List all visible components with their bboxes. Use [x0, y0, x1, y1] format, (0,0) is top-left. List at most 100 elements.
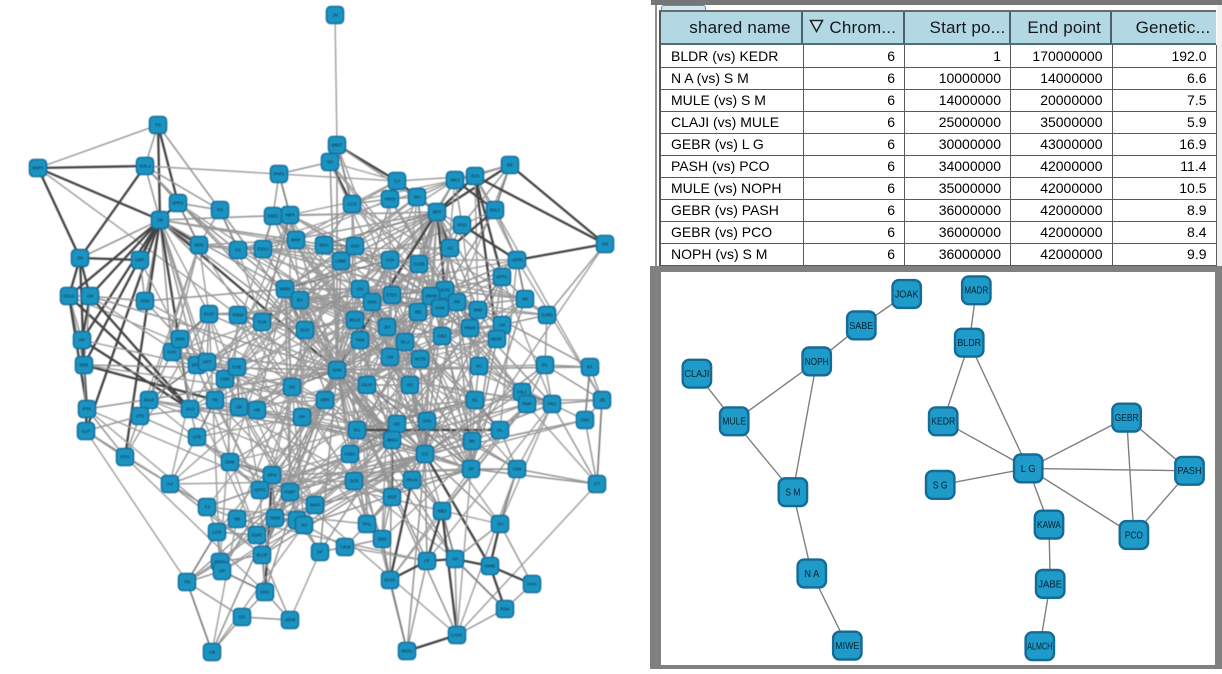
svg-text:LAUC: LAUC	[452, 633, 463, 638]
svg-text:CLAJI: CLAJI	[684, 369, 709, 380]
svg-text:MULE: MULE	[722, 416, 746, 427]
svg-text:UTE: UTE	[193, 435, 202, 440]
svg-text:KW: KW	[602, 242, 609, 247]
svg-text:JI: JI	[332, 13, 338, 18]
svg-text:DHA: DHA	[261, 590, 270, 595]
svg-text:NM: NM	[234, 517, 240, 522]
svg-text:LB: LB	[209, 650, 215, 655]
svg-text:RP: RP	[79, 338, 85, 343]
svg-text:HAA: HAA	[528, 582, 537, 587]
svg-text:KEDR: KEDR	[931, 416, 955, 427]
svg-text:GPFS: GPFS	[255, 488, 266, 493]
svg-text:OF: OF	[317, 550, 323, 555]
svg-text:OR: OR	[219, 569, 225, 574]
svg-text:MADR: MADR	[964, 285, 988, 296]
svg-text:GL: GL	[497, 428, 504, 433]
svg-text:PTA: PTA	[83, 407, 92, 412]
svg-text:S M: S M	[785, 487, 800, 498]
svg-text:S G: S G	[932, 480, 947, 491]
svg-text:PGO: PGO	[458, 223, 468, 228]
svg-text:ETDC: ETDC	[387, 293, 398, 298]
svg-text:PD: PD	[217, 208, 223, 213]
svg-text:RRMS: RRMS	[465, 326, 476, 331]
svg-text:NJLJ: NJLJ	[140, 164, 151, 169]
svg-text:FKAP: FKAP	[362, 383, 373, 388]
svg-text:FSW: FSW	[221, 377, 231, 382]
svg-text:GURD: GURD	[542, 313, 553, 318]
svg-text:NPI: NPI	[286, 213, 295, 218]
svg-text:ART: ART	[203, 360, 212, 365]
svg-text:CI: CI	[422, 452, 428, 457]
svg-text:JTI: JTI	[136, 414, 145, 419]
svg-text:HHOI: HHOI	[385, 197, 396, 202]
svg-text:LM: LM	[387, 355, 393, 360]
svg-text:WSN: WSN	[368, 300, 377, 305]
svg-text:JABE: JABE	[1038, 579, 1062, 590]
svg-text:PCO: PCO	[1124, 530, 1142, 541]
svg-text:SDO: SDO	[378, 537, 388, 542]
svg-text:ERE: ERE	[80, 363, 89, 368]
svg-text:FGDB: FGDB	[414, 262, 425, 267]
svg-text:EU: EU	[354, 428, 360, 433]
svg-text:AP: AP	[452, 557, 458, 562]
svg-text:PASH: PASH	[1177, 466, 1201, 477]
svg-text:TN: TN	[184, 580, 190, 585]
svg-text:BB: BB	[415, 310, 421, 315]
svg-text:JN: JN	[77, 256, 83, 261]
svg-text:GDS: GDS	[141, 299, 150, 304]
svg-text:SDLC: SDLC	[490, 208, 501, 213]
svg-text:TE: TE	[212, 398, 218, 403]
svg-text:DRP: DRP	[136, 258, 145, 263]
svg-text:GUJC: GUJC	[204, 312, 215, 317]
svg-text:AEPW: AEPW	[285, 618, 297, 623]
svg-text:JH: JH	[384, 325, 390, 330]
svg-text:IAN: IAN	[436, 306, 445, 311]
svg-text:WE: WE	[522, 297, 528, 302]
svg-text:NOPH: NOPH	[804, 356, 828, 367]
svg-text:RTO: RTO	[121, 455, 131, 460]
svg-text:RR: RR	[454, 300, 460, 305]
svg-text:AERI: AERI	[512, 258, 523, 263]
svg-text:AJ: AJ	[167, 482, 173, 487]
svg-text:TMWK: TMWK	[270, 516, 281, 521]
svg-text:KNWE: KNWE	[485, 564, 496, 569]
svg-text:RRAN: RRAN	[407, 478, 418, 483]
svg-text:JWAF: JWAF	[310, 503, 321, 508]
svg-text:JCO: JCO	[471, 174, 481, 179]
svg-text:JB: JB	[599, 398, 605, 403]
svg-text:JH: JH	[497, 522, 503, 527]
svg-text:DFN: DFN	[268, 473, 277, 478]
svg-text:SL: SL	[472, 398, 479, 403]
svg-text:NGP: NGP	[388, 495, 397, 500]
svg-text:BRP: BRP	[292, 238, 301, 243]
svg-text:RSM: RSM	[501, 607, 510, 612]
svg-text:N A: N A	[804, 568, 819, 579]
svg-text:BLDR: BLDR	[957, 338, 981, 349]
svg-text:CT: CT	[594, 482, 600, 487]
svg-text:NNDC: NNDC	[268, 214, 279, 219]
svg-text:IECP: IECP	[257, 553, 268, 558]
svg-text:GS: GS	[235, 248, 241, 253]
svg-text:CM: CM	[499, 323, 505, 328]
svg-text:DUS: DUS	[301, 328, 310, 333]
svg-text:CM: CM	[87, 294, 93, 299]
svg-text:JAJ: JAJ	[186, 407, 195, 412]
svg-text:HO: HO	[407, 383, 414, 388]
svg-text:OWJ: OWJ	[581, 418, 590, 423]
svg-text:SLWC: SLWC	[252, 533, 263, 538]
svg-text:JP: JP	[468, 467, 474, 472]
svg-text:OJI: OJI	[258, 320, 267, 325]
svg-text:BNPT: BNPT	[33, 166, 44, 171]
svg-text:BKMC: BKMC	[492, 337, 503, 342]
svg-text:TWW: TWW	[356, 338, 366, 343]
svg-text:PHFA: PHFA	[274, 172, 285, 177]
svg-text:PWP: PWP	[523, 402, 532, 407]
svg-text:EAE: EAE	[233, 365, 242, 370]
svg-text:SO: SO	[327, 160, 334, 165]
svg-text:BA: BA	[297, 298, 303, 303]
svg-text:CJ: CJ	[394, 179, 400, 184]
svg-text:GN: GN	[357, 287, 363, 292]
svg-text:SC: SC	[476, 364, 482, 369]
svg-text:ALMCH: ALMCH	[1027, 641, 1052, 652]
svg-text:SCJ: SCJ	[401, 340, 410, 345]
